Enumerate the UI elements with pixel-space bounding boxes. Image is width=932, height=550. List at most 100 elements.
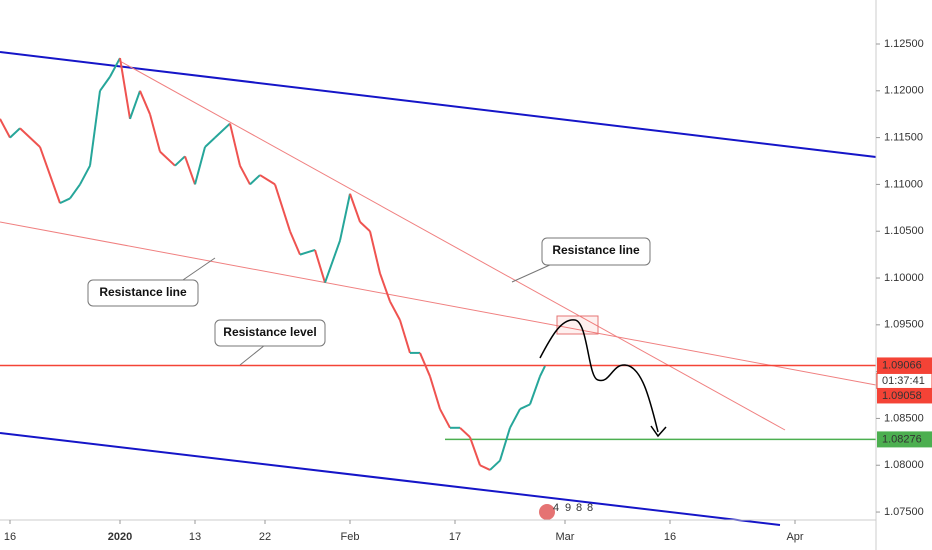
price-tag-label: 1.08276 (882, 433, 922, 445)
countdown: 01:37:41 (882, 375, 925, 387)
channel-top (0, 51, 877, 158)
y-tick-label: 1.12000 (884, 85, 924, 97)
badge-digit: 4 (553, 502, 559, 514)
price-segment (249, 174, 261, 186)
badge-digit: 8 (576, 502, 582, 514)
price-segment (489, 459, 501, 471)
y-tick-label: 1.10000 (884, 272, 924, 284)
badge-digit: 8 (587, 502, 593, 514)
price-tag-label: 1.09066 (882, 359, 922, 371)
x-tick-label: 22 (259, 531, 271, 543)
price-segment (119, 57, 131, 120)
y-tick-label: 1.09500 (884, 319, 924, 331)
price-segment (9, 127, 21, 139)
price-segment (419, 352, 431, 377)
channel-bottom (0, 432, 781, 526)
y-tick-label: 1.11500 (884, 132, 923, 144)
plot (0, 57, 876, 471)
badge-digit: 9 (565, 502, 571, 514)
price-segment (459, 427, 471, 438)
price-segment (324, 240, 341, 284)
price-segment (519, 403, 531, 410)
price-segment (19, 127, 41, 148)
price-segment (539, 365, 546, 377)
x-tick-label: 16 (4, 531, 16, 543)
price-tag (877, 431, 932, 448)
price-segment (99, 76, 111, 92)
price-segment (259, 174, 276, 186)
price-segment (39, 146, 61, 204)
price-segment (174, 155, 186, 167)
price-segment (59, 197, 71, 205)
price-segment (289, 230, 301, 256)
y-tick-label: 1.08500 (884, 412, 924, 424)
axes: 1.075001.080001.085001.090001.095001.100… (4, 38, 932, 543)
price-segment (139, 90, 151, 115)
resistance-line (0, 221, 877, 386)
callout-tail (179, 257, 216, 283)
arrow-head (650, 425, 667, 438)
price-segment (159, 150, 176, 167)
callout-box (541, 237, 651, 266)
callout-box (87, 279, 199, 307)
bid-label: 1.09058 (882, 390, 922, 402)
price-segment (299, 248, 316, 256)
projection-arrow (539, 319, 659, 433)
price-segment (379, 273, 391, 302)
y-tick-label: 1.11000 (884, 178, 923, 190)
annotation: Resistance line (99, 285, 187, 299)
badge: 4 9 8 8 (539, 502, 593, 520)
price-segment (399, 319, 411, 354)
price-segment (109, 57, 121, 78)
price-segment (529, 375, 541, 405)
x-tick-label: 16 (664, 531, 676, 543)
price-segment (184, 155, 196, 185)
price-segment (129, 90, 141, 120)
price-segment (89, 90, 101, 166)
price-segment (0, 118, 11, 139)
price-segment (509, 408, 521, 429)
callout-box (214, 319, 326, 347)
price-segment (339, 193, 351, 241)
price-segment (349, 193, 361, 223)
price-segment (149, 113, 161, 152)
y-tick-label: 1.08000 (884, 459, 924, 471)
price-segment (429, 376, 441, 410)
price-segment (389, 300, 401, 321)
resistance-line (117, 59, 786, 431)
price-segment (239, 165, 251, 185)
price-segment (499, 427, 511, 461)
annotation: Resistance line (552, 243, 640, 257)
x-tick-label: 17 (449, 531, 461, 543)
x-tick-label: Mar (556, 531, 575, 543)
price-segment (369, 230, 381, 274)
target-box (556, 315, 599, 335)
annotation: Resistance level (223, 325, 316, 339)
price-segment (79, 165, 91, 185)
price-segment (359, 221, 371, 232)
price-segment (314, 249, 326, 283)
price-segment (469, 436, 481, 466)
price-segment (274, 184, 291, 232)
price-segment (194, 146, 206, 185)
y-tick-label: 1.10500 (884, 225, 924, 237)
callout-tail (239, 344, 266, 366)
price-segment (439, 408, 451, 429)
price-segment (479, 464, 491, 471)
price-segment (214, 122, 231, 139)
x-tick-label: 2020 (108, 531, 132, 543)
price-segment (204, 136, 216, 148)
x-tick-label: Feb (341, 531, 360, 543)
y-tick-label: 1.12500 (884, 38, 924, 50)
price-tag (877, 357, 932, 374)
price-segment (229, 123, 241, 166)
bid-tag (877, 388, 932, 404)
x-tick-label: 13 (189, 531, 201, 543)
badge-icon (539, 504, 555, 520)
callout-tail (511, 263, 553, 283)
y-tick-label: 1.07500 (884, 506, 924, 518)
x-tick-label: Apr (786, 531, 803, 543)
price-segment (69, 183, 81, 200)
